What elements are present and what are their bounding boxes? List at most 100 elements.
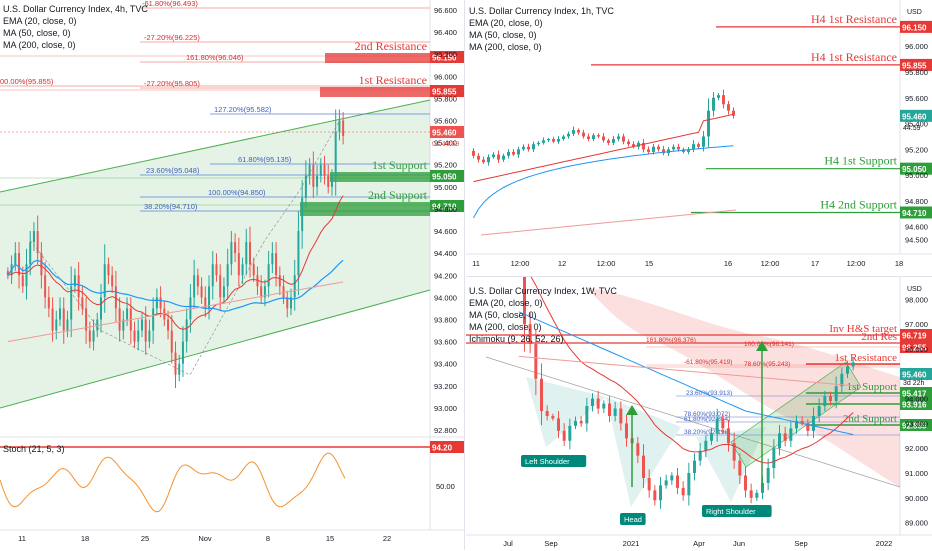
w1-countdown: 3d 22h bbox=[903, 380, 925, 387]
h1-candle bbox=[602, 136, 605, 141]
w1-candle bbox=[755, 492, 759, 498]
stoch-indicator-title[interactable]: Stoch (21, 5, 3) bbox=[3, 444, 65, 454]
w1-candle bbox=[806, 423, 810, 431]
h1-chart-title: U.S. Dollar Currency Index, 1h, TVC bbox=[469, 6, 614, 16]
w1-indicator-ma200[interactable]: MA (200, close, 0) bbox=[469, 322, 542, 332]
h1-indicator-ema[interactable]: EMA (20, close, 0) bbox=[469, 18, 543, 28]
h1-candle bbox=[662, 149, 665, 154]
h4-fib-label: 161.80%(96.046) bbox=[186, 53, 244, 62]
h1-candle bbox=[697, 144, 700, 147]
w1-candle bbox=[647, 477, 651, 491]
w1-ema-line bbox=[530, 277, 854, 464]
w1-candle bbox=[545, 411, 549, 416]
h1-chart-svg[interactable]: USD H4 1st Resistance 96.150 H4 1st Resista… bbox=[466, 0, 932, 272]
w1-candle bbox=[721, 418, 725, 429]
h4-axis-tick: 95.600 bbox=[434, 117, 457, 126]
w1-candle bbox=[625, 423, 628, 439]
h4-time-tick: 15 bbox=[326, 534, 334, 543]
w1-indicator-ichimoku[interactable]: Ichimoku (9, 26, 52, 26) bbox=[469, 334, 564, 344]
w1-chart-svg[interactable]: USD 161.80%(96.376) 100.00%(96.141) -61.80%… bbox=[466, 277, 932, 551]
w1-candle bbox=[789, 428, 793, 441]
stoch-level-tag-bg bbox=[430, 441, 464, 453]
h1-candle bbox=[557, 139, 560, 142]
h4-candle bbox=[208, 286, 211, 309]
h4-candle bbox=[44, 275, 47, 298]
w1-candle bbox=[676, 475, 679, 488]
h4-level-band bbox=[300, 202, 430, 216]
w1-axis-tick: 96.000 bbox=[905, 345, 928, 354]
h1-indicator-ma50[interactable]: MA (50, close, 0) bbox=[469, 30, 537, 40]
w1-pattern-label: Left Shoulder bbox=[525, 457, 570, 466]
h1-chart-panel[interactable]: USD H4 1st Resistance 96.150 H4 1st Resista… bbox=[466, 0, 932, 272]
h4-candle bbox=[327, 175, 330, 187]
h1-candle bbox=[642, 142, 645, 150]
h4-candle bbox=[18, 253, 21, 276]
h4-candle bbox=[338, 120, 341, 132]
h1-candle bbox=[672, 146, 675, 150]
h4-fib-label: 100.00%(94.850) bbox=[208, 188, 266, 197]
h4-fib-label: -27.20%(95.805) bbox=[144, 79, 200, 88]
w1-candle bbox=[681, 487, 685, 496]
h1-level-price-tag-bg bbox=[900, 58, 932, 71]
w1-time-tick: Jun bbox=[733, 539, 745, 548]
h4-candle bbox=[62, 308, 65, 331]
h1-candle bbox=[552, 139, 555, 142]
h4-fib-label: -61.80%(96.493) bbox=[142, 0, 198, 8]
w1-level-price-tag: 96.255 bbox=[902, 344, 927, 353]
h1-indicator-ma200[interactable]: MA (200, close, 0) bbox=[469, 42, 542, 52]
w1-level-price-tag-bg bbox=[900, 398, 932, 410]
w1-axis-tick: 91.000 bbox=[905, 469, 928, 478]
w1-axis-tick: 98.000 bbox=[905, 295, 928, 304]
h1-candle bbox=[472, 150, 475, 156]
h1-candle bbox=[577, 130, 580, 133]
h4-level-price-tag-bg bbox=[430, 51, 464, 63]
w1-candle bbox=[659, 485, 662, 501]
h4-time-tick: 18 bbox=[81, 534, 89, 543]
h1-level-label: H4 2nd Support bbox=[820, 197, 897, 211]
h1-candle bbox=[527, 146, 530, 150]
h4-ma200-line bbox=[7, 281, 344, 343]
h4-candle bbox=[215, 264, 218, 276]
h4-indicator-ema[interactable]: EMA (20, close, 0) bbox=[3, 16, 77, 26]
h1-time-tick: 12 bbox=[558, 259, 566, 268]
h1-candle bbox=[597, 135, 600, 137]
h4-chart-panel[interactable]: -61.80%(96.493) -27.20%(96.225) 161.80%(96… bbox=[0, 0, 465, 550]
w1-indicator-ma50[interactable]: MA (50, close, 0) bbox=[469, 310, 537, 320]
w1-candle bbox=[840, 373, 844, 387]
h4-axis-tick: 94.600 bbox=[434, 227, 457, 236]
h1-candle bbox=[497, 154, 500, 160]
w1-axis-tick: 92.000 bbox=[905, 444, 928, 453]
h4-channel-upper bbox=[0, 99, 431, 193]
h4-indicator-ma50[interactable]: MA (50, close, 0) bbox=[3, 28, 71, 38]
h4-candle bbox=[99, 297, 102, 320]
h4-price-tag: 95.460 bbox=[432, 129, 457, 138]
h1-candle bbox=[627, 141, 630, 145]
h1-time-tick: 12:00 bbox=[511, 259, 530, 268]
h4-candle bbox=[263, 286, 266, 298]
h1-candle bbox=[712, 97, 715, 111]
h4-candle bbox=[170, 330, 173, 353]
h1-level-price-tag-bg bbox=[900, 206, 932, 219]
h4-candle bbox=[297, 231, 300, 276]
w1-candle bbox=[591, 398, 594, 407]
h4-candle bbox=[14, 253, 17, 265]
w1-candle bbox=[761, 482, 764, 493]
h4-indicator-ma200[interactable]: MA (200, close, 0) bbox=[3, 40, 76, 50]
w1-fib-label: 23.60%(93.913) bbox=[686, 390, 732, 397]
h4-chart-svg[interactable]: -61.80%(96.493) -27.20%(96.225) 161.80%(96… bbox=[0, 0, 464, 550]
w1-chart-panel[interactable]: USD 161.80%(96.376) 100.00%(96.141) -61.80%… bbox=[466, 276, 932, 551]
w1-candle bbox=[568, 425, 572, 441]
w1-candle bbox=[664, 480, 668, 486]
h4-channel-fill bbox=[0, 100, 430, 408]
w1-candle bbox=[636, 443, 640, 456]
h4-candle bbox=[278, 275, 281, 287]
h1-level-price-tag: 94.710 bbox=[902, 209, 927, 218]
h1-axis-tick: 94.500 bbox=[905, 236, 928, 245]
h4-candle bbox=[70, 286, 73, 320]
w1-candle bbox=[704, 440, 708, 451]
w1-candle bbox=[602, 403, 606, 409]
w1-indicator-ema[interactable]: EMA (20, close, 0) bbox=[469, 298, 543, 308]
w1-level-price-tag-bg bbox=[900, 341, 932, 353]
h4-candle bbox=[148, 330, 151, 342]
w1-level-price-tag-bg bbox=[900, 387, 932, 399]
